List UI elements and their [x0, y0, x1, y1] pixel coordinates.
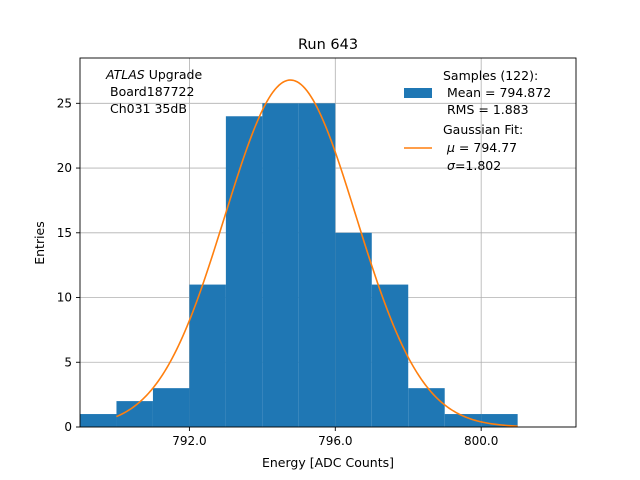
legend: Samples (122): Mean = 794.872 RMS = 1.88… [404, 68, 551, 173]
histogram-bar [298, 103, 336, 427]
x-tick-label: 796.0 [318, 434, 352, 448]
experiment-name: ATLAS [105, 67, 145, 82]
legend-fit-title: Gaussian Fit: [443, 122, 523, 137]
histogram-bar [408, 388, 445, 427]
legend-samples-title: Samples (122): [443, 68, 538, 83]
histogram-bar [262, 103, 299, 427]
mu-symbol: μ [446, 140, 455, 155]
mu-value: = 794.77 [455, 140, 517, 155]
histogram-bars [80, 103, 518, 428]
legend-fit-sigma: σ=1.802 [447, 158, 501, 173]
legend-fit-mu: μ = 794.77 [446, 140, 517, 155]
y-tick-label: 5 [64, 355, 72, 369]
x-axis-ticks: 792.0 796.0 800.0 [172, 427, 498, 448]
histogram-bar [80, 414, 117, 427]
y-tick-label: 0 [64, 420, 72, 434]
histogram-bar [335, 232, 372, 427]
chart-title: Run 643 [298, 37, 358, 53]
sigma-value: =1.802 [455, 158, 501, 173]
legend-samples-patch [404, 88, 432, 98]
run-annotation: ATLAS Upgrade Board187722 Ch031 35dB [105, 67, 202, 116]
sigma-symbol: σ [447, 158, 456, 173]
y-tick-label: 10 [57, 291, 72, 305]
y-axis-label: Entries [32, 221, 47, 265]
annotation-line-1: ATLAS Upgrade [105, 67, 202, 82]
histogram-bar [189, 284, 226, 427]
annotation-line-2: Board187722 [110, 84, 194, 99]
annotation-line-3: Ch031 35dB [110, 101, 187, 116]
legend-samples-rms: RMS = 1.883 [447, 102, 529, 117]
histogram-bar [152, 388, 190, 427]
y-tick-label: 15 [57, 226, 72, 240]
histogram-bar [371, 284, 409, 427]
legend-samples-mean: Mean = 794.872 [447, 85, 551, 100]
y-tick-label: 25 [57, 96, 72, 110]
experiment-suffix: Upgrade [145, 67, 203, 82]
y-tick-label: 20 [57, 161, 72, 175]
y-axis-ticks: 0 5 10 15 20 25 [57, 96, 80, 434]
histogram-bar [444, 414, 482, 427]
x-tick-label: 800.0 [464, 434, 498, 448]
histogram-bar [225, 116, 263, 428]
plot-frame [79, 57, 577, 428]
x-tick-label: 792.0 [172, 434, 206, 448]
gaussian-fit-curve [116, 79, 518, 427]
x-axis-label: Energy [ADC Counts] [262, 455, 394, 470]
